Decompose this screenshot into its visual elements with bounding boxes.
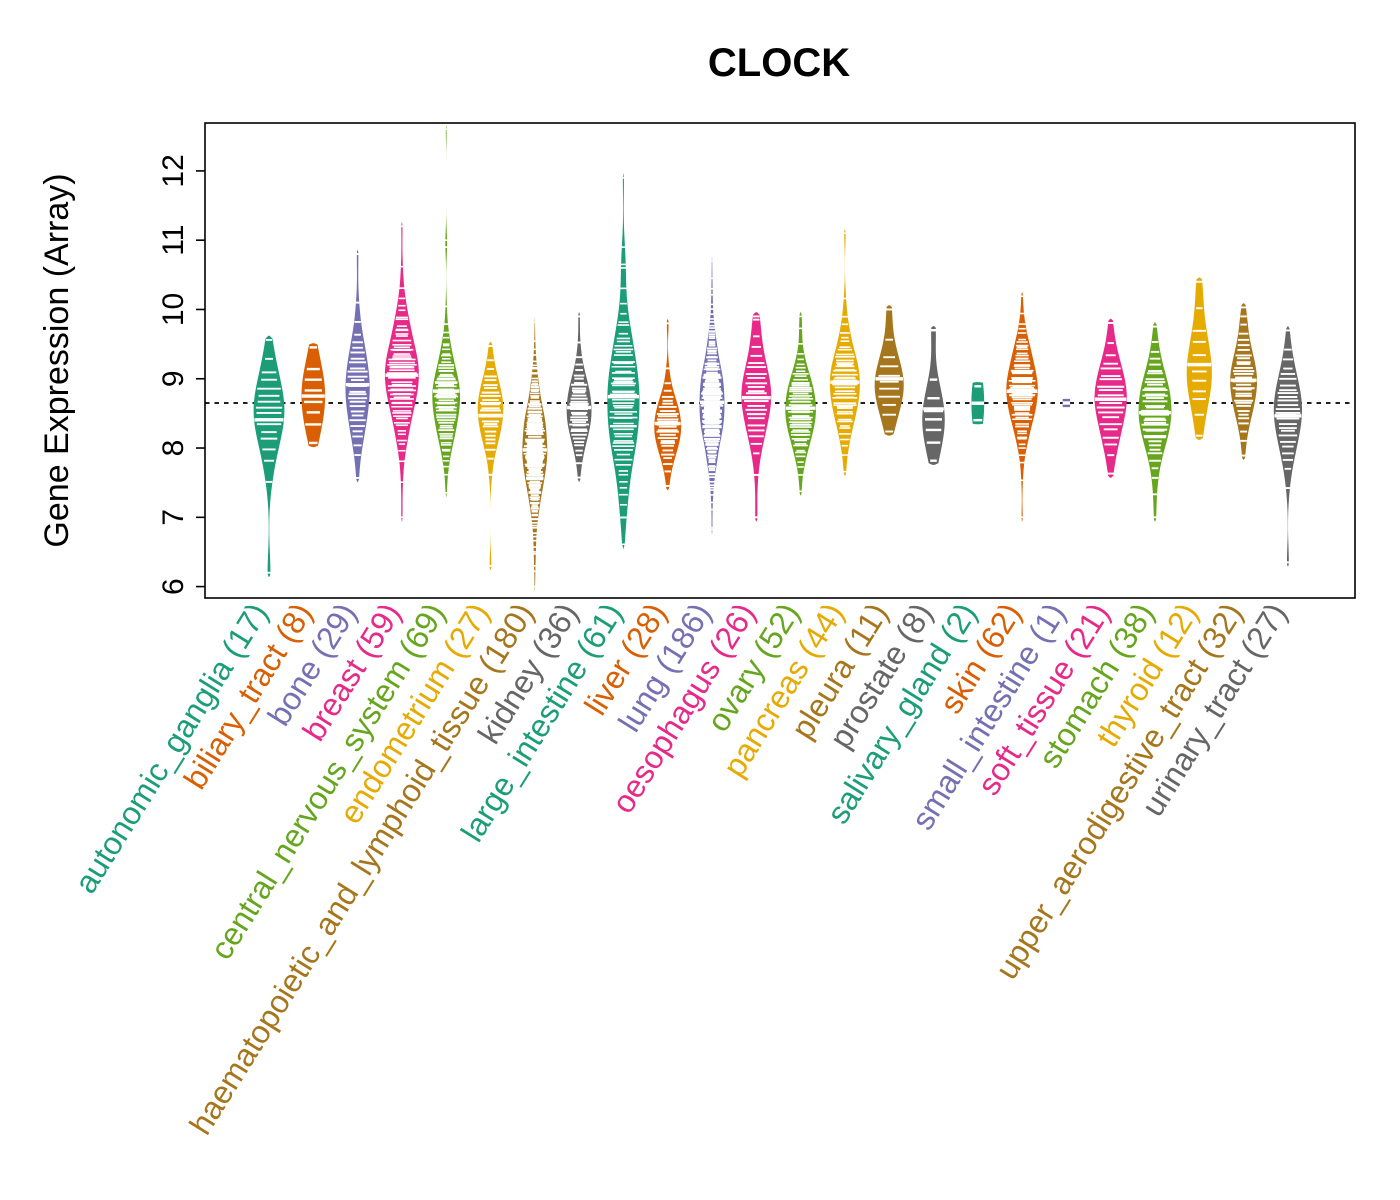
svg-text:Gene Expression (Array): Gene Expression (Array)	[38, 173, 76, 547]
svg-text:11: 11	[157, 225, 190, 256]
svg-text:6: 6	[157, 578, 190, 595]
svg-text:10: 10	[157, 293, 190, 326]
svg-text:9: 9	[157, 370, 190, 387]
svg-text:8: 8	[157, 440, 190, 457]
svg-text:CLOCK: CLOCK	[708, 41, 850, 85]
svg-text:7: 7	[157, 509, 190, 526]
svg-text:12: 12	[157, 154, 190, 187]
